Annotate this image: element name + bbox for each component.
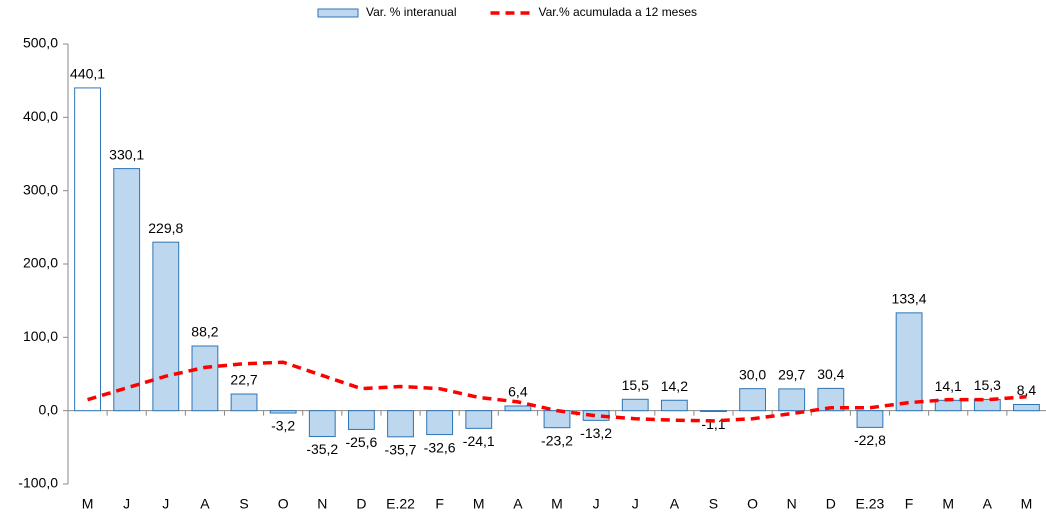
x-tick-label: A	[200, 496, 210, 512]
bar	[543, 410, 571, 429]
legend-label: Var.% acumulada a 12 meses	[539, 5, 698, 19]
bar	[817, 387, 845, 412]
data-label: -35,7	[385, 442, 417, 458]
bar	[230, 393, 258, 412]
bar	[269, 410, 297, 414]
bar	[778, 388, 806, 412]
bar	[739, 388, 767, 412]
legend-label: Var. % interanual	[366, 5, 457, 19]
bar	[895, 312, 923, 412]
data-label: 15,3	[974, 377, 1001, 393]
bar	[152, 241, 180, 412]
data-label: -13,2	[580, 425, 612, 441]
bar	[347, 410, 375, 430]
bar	[1013, 404, 1040, 412]
y-tick-label: 0,0	[39, 401, 59, 417]
bar	[621, 398, 649, 412]
data-label: -22,8	[854, 432, 886, 448]
data-label: 15,5	[622, 377, 649, 393]
data-label: 88,2	[191, 324, 218, 340]
data-label: -23,2	[541, 432, 573, 448]
data-label: 440,1	[70, 66, 105, 82]
x-tick-label: A	[513, 496, 523, 512]
data-label: -25,6	[345, 434, 377, 450]
data-label: -3,2	[271, 418, 295, 434]
y-tick-label: -100,0	[18, 475, 58, 491]
y-tick-label: 200,0	[23, 255, 58, 271]
data-label: -35,2	[306, 441, 338, 457]
bar	[660, 399, 688, 412]
data-label: 6,4	[508, 384, 528, 400]
x-tick-label: D	[826, 496, 836, 512]
bar	[387, 410, 414, 438]
x-tick-label: D	[356, 496, 366, 512]
bar	[856, 410, 884, 428]
x-tick-label: N	[317, 496, 327, 512]
x-tick-label: E.23	[856, 496, 885, 512]
x-tick-label: J	[123, 496, 130, 512]
line	[87, 360, 1027, 423]
data-label: 8,4	[1017, 382, 1037, 398]
data-label: 30,4	[817, 366, 844, 382]
x-tick-label: M	[473, 496, 485, 512]
x-tick-label: O	[278, 496, 289, 512]
bar	[191, 345, 219, 412]
bar	[465, 410, 493, 429]
bar	[973, 398, 1001, 412]
bar	[504, 405, 532, 412]
x-tick-label: F	[905, 496, 914, 512]
y-tick-label: 100,0	[23, 328, 58, 344]
x-tick-label: O	[747, 496, 758, 512]
legend-swatch	[317, 8, 359, 18]
x-tick-label: S	[239, 496, 248, 512]
data-label: -1,1	[701, 416, 725, 432]
x-tick-label: J	[632, 496, 639, 512]
bar	[426, 410, 454, 436]
data-label: 14,1	[935, 378, 962, 394]
data-label: 330,1	[109, 146, 144, 162]
x-tick-label: S	[709, 496, 718, 512]
y-tick-label: 400,0	[23, 108, 58, 124]
data-label: 229,8	[148, 220, 183, 236]
x-tick-label: J	[162, 496, 169, 512]
x-tick-label: M	[82, 496, 94, 512]
data-label: 133,4	[892, 291, 927, 307]
y-tick-label: 500,0	[23, 35, 58, 51]
x-tick-label: M	[1021, 496, 1033, 512]
bar	[308, 410, 336, 437]
bar	[934, 399, 962, 412]
data-label: 14,2	[661, 378, 688, 394]
data-label: -24,1	[463, 433, 495, 449]
bar	[700, 410, 727, 412]
x-tick-label: E.22	[386, 496, 415, 512]
data-label: 29,7	[778, 367, 805, 383]
data-label: 22,7	[230, 372, 257, 388]
x-tick-label: F	[435, 496, 444, 512]
data-label: 30,0	[739, 366, 766, 382]
data-label: -32,6	[424, 439, 456, 455]
x-tick-label: J	[593, 496, 600, 512]
bar	[74, 87, 101, 412]
x-tick-label: M	[551, 496, 563, 512]
x-tick-label: N	[787, 496, 797, 512]
bar	[113, 168, 141, 412]
x-tick-label: M	[942, 496, 954, 512]
y-tick-label: 300,0	[23, 181, 58, 197]
x-tick-label: A	[983, 496, 993, 512]
x-tick-label: A	[670, 496, 680, 512]
